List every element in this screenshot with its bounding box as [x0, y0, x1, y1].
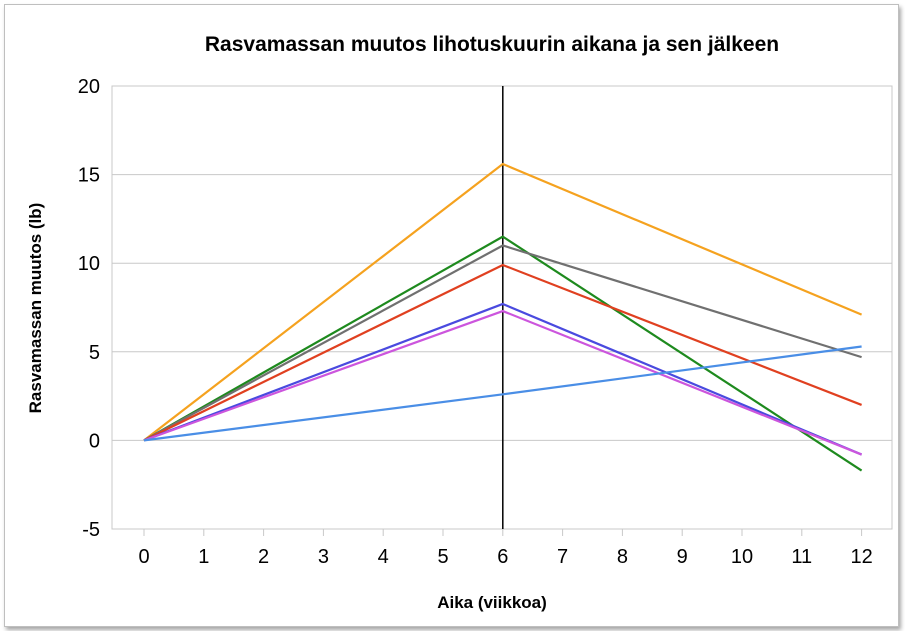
y-axis-label: Rasvamassan muutos (lb): [26, 203, 45, 414]
x-tick-label: 6: [497, 546, 508, 568]
series-line: [143, 244, 862, 442]
x-tick-label: 7: [557, 546, 568, 568]
x-tick-label: 5: [437, 546, 448, 568]
x-tick-label: 2: [258, 546, 269, 568]
y-tick-label: 10: [78, 253, 100, 275]
x-axis-label: Aika (viikkoa): [437, 593, 547, 612]
series-line: [143, 345, 862, 442]
plot-area-border: [111, 85, 893, 530]
grid: [111, 85, 893, 536]
x-tick-label: 0: [138, 546, 149, 568]
y-tick-label: 0: [89, 430, 100, 452]
series-lines: [143, 162, 863, 472]
y-tick-label: 20: [78, 76, 100, 98]
series-line: [143, 235, 863, 472]
series-line: [143, 162, 863, 442]
x-tick-label: 3: [318, 546, 329, 568]
chart-frame: [4, 4, 899, 627]
x-tick-label: 12: [850, 546, 872, 568]
x-tick-label: 8: [617, 546, 628, 568]
series-line: [143, 263, 862, 442]
y-tick-label: 5: [89, 342, 100, 364]
x-tick-label: 10: [731, 546, 753, 568]
x-tick-label: 1: [198, 546, 209, 568]
chart-title: Rasvamassan muutos lihotuskuurin aikana …: [205, 33, 779, 56]
series-line: [143, 302, 863, 456]
series-line: [143, 309, 863, 456]
y-tick-label: 15: [78, 165, 100, 187]
x-tick-label: 9: [677, 546, 688, 568]
x-tick-label: 4: [378, 546, 389, 568]
y-tick-label: -5: [82, 519, 100, 541]
x-tick-label: 11: [791, 546, 812, 568]
